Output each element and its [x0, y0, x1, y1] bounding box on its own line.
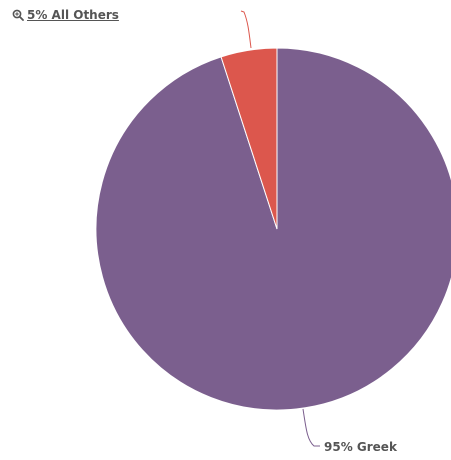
slice-labels: 95% Greek [324, 440, 398, 454]
slice-label-0: 95% Greek [324, 440, 398, 454]
pie-slice-0[interactable] [95, 47, 451, 411]
pie-slices [95, 47, 451, 411]
all-others-link[interactable]: 5% All Others [12, 8, 119, 22]
zoom-in-icon [12, 9, 24, 21]
leader-line-0 [302, 408, 320, 447]
pie-slice-1[interactable] [220, 47, 278, 230]
leader-line-1 [240, 10, 252, 49]
all-others-link-label: 5% All Others [27, 8, 119, 22]
leader-lines [240, 10, 320, 447]
